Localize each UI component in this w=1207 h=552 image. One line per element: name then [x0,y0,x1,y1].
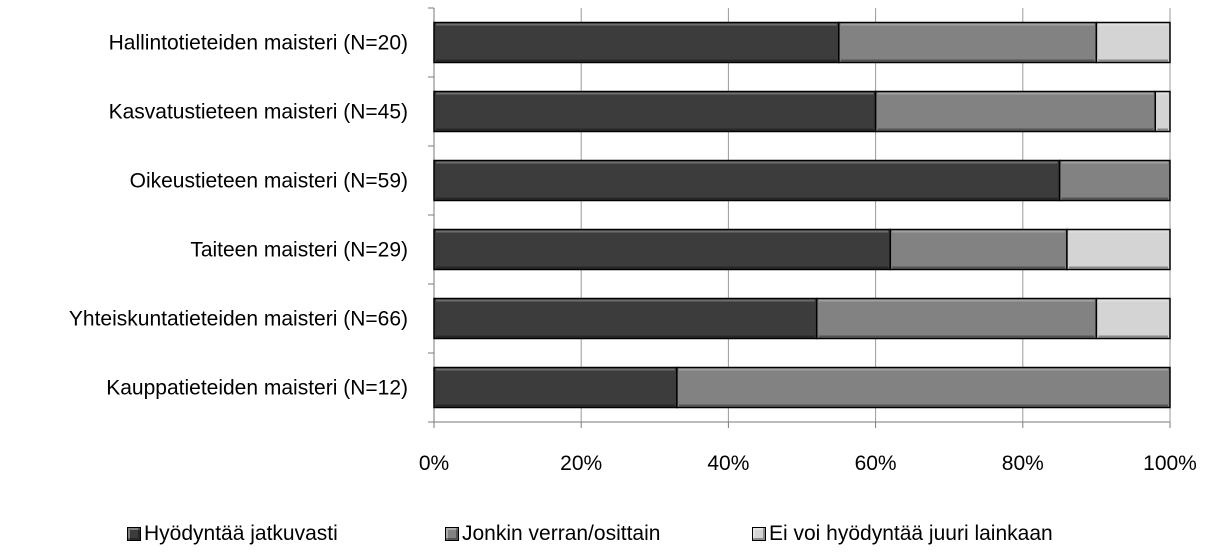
legend-swatch-series-2 [445,527,459,541]
bar-segment [874,90,1157,133]
bar-segment [1154,90,1171,133]
x-tick-label: 80% [1002,452,1044,475]
bar-segment [433,366,678,409]
bar-segment [433,297,818,340]
bar-segment [838,21,1098,64]
bar-segment [815,297,1098,340]
bar-segment [433,228,892,271]
legend-swatch-series-3 [752,527,766,541]
x-tick-label: 100% [1143,452,1197,475]
bar-segment [889,228,1068,271]
bar-segment [1066,228,1171,271]
x-tick-label: 40% [707,452,749,475]
bar-segment [433,90,877,133]
legend-swatch-series-1 [127,527,141,541]
legend-label-series-2: Jonkin verran/osittain [462,522,661,545]
legend-label-series-1: Hyödyntää jatkuvasti [144,522,338,545]
bar-segment [433,21,840,64]
bar-segment [676,366,1171,409]
category-label: Yhteiskuntatieteiden maisteri (N=66) [69,308,408,331]
stacked-bar-chart: 0% 20% 40% 60% 80% 100% Hallintotieteiden mais… [69,7,1197,475]
category-label: Kauppatieteiden maisteri (N=12) [106,377,408,400]
legend-item-series-2: Jonkin verran/osittain [445,522,660,546]
legend: Hyödyntää jatkuvasti Jonkin verran/ositt… [0,522,1207,550]
category-label: Kasvatustieteen maisteri (N=45) [109,101,408,124]
bar-segment [1095,21,1171,64]
x-tick-label: 0% [419,452,449,475]
category-label: Hallintotieteiden maisteri (N=20) [109,32,408,55]
bar-segment [1058,159,1171,202]
legend-label-series-3: Ei voi hyödyntää juuri lainkaan [769,522,1053,545]
legend-item-series-3: Ei voi hyödyntää juuri lainkaan [752,522,1053,546]
category-label: Taiteen maisteri (N=29) [190,239,408,262]
x-tick-label: 60% [855,452,897,475]
x-tick-label: 20% [560,452,602,475]
legend-item-series-1: Hyödyntää jatkuvasti [127,522,338,546]
bar-segment [1095,297,1171,340]
category-label: Oikeustieteen maisteri (N=59) [130,170,408,193]
bar-segment [433,159,1061,202]
